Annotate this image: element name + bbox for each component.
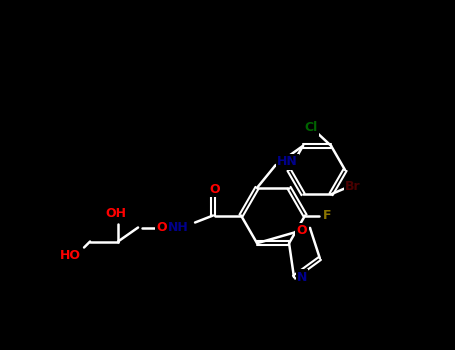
Text: HO: HO: [60, 249, 81, 262]
Text: Cl: Cl: [304, 121, 318, 134]
Text: O: O: [157, 221, 167, 234]
Text: NH: NH: [168, 221, 189, 234]
Text: OH: OH: [106, 207, 126, 220]
Text: F: F: [323, 209, 331, 222]
Text: O: O: [297, 224, 307, 238]
Text: Br: Br: [345, 180, 361, 193]
Text: O: O: [210, 183, 220, 196]
Text: HN: HN: [277, 155, 298, 168]
Text: N: N: [297, 271, 307, 284]
